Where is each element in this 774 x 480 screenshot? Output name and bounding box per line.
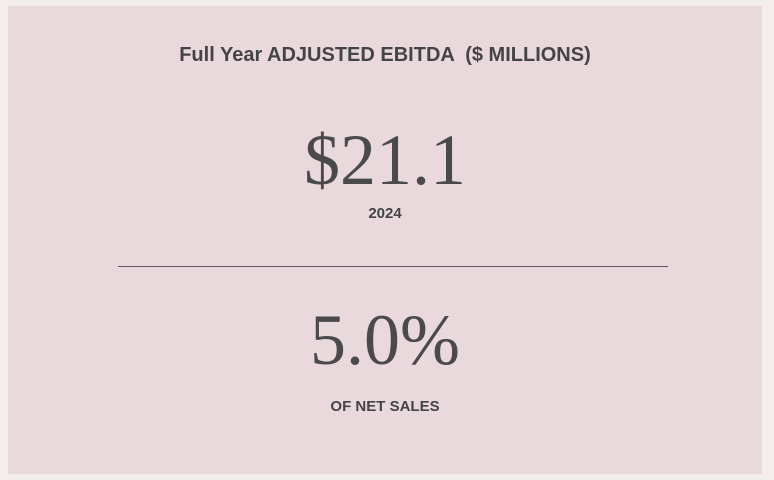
metric-label: 2024 — [368, 205, 402, 222]
kpi-card: Full Year ADJUSTED EBITDA ($ MILLIONS) $… — [8, 6, 762, 474]
metric-value: 5.0% — [310, 300, 460, 380]
divider — [118, 266, 668, 267]
title: Full Year ADJUSTED EBITDA ($ MILLIONS) — [179, 44, 591, 66]
metric-value: $21.1 — [304, 120, 466, 200]
metric-label: OF NET SALES — [330, 398, 440, 415]
